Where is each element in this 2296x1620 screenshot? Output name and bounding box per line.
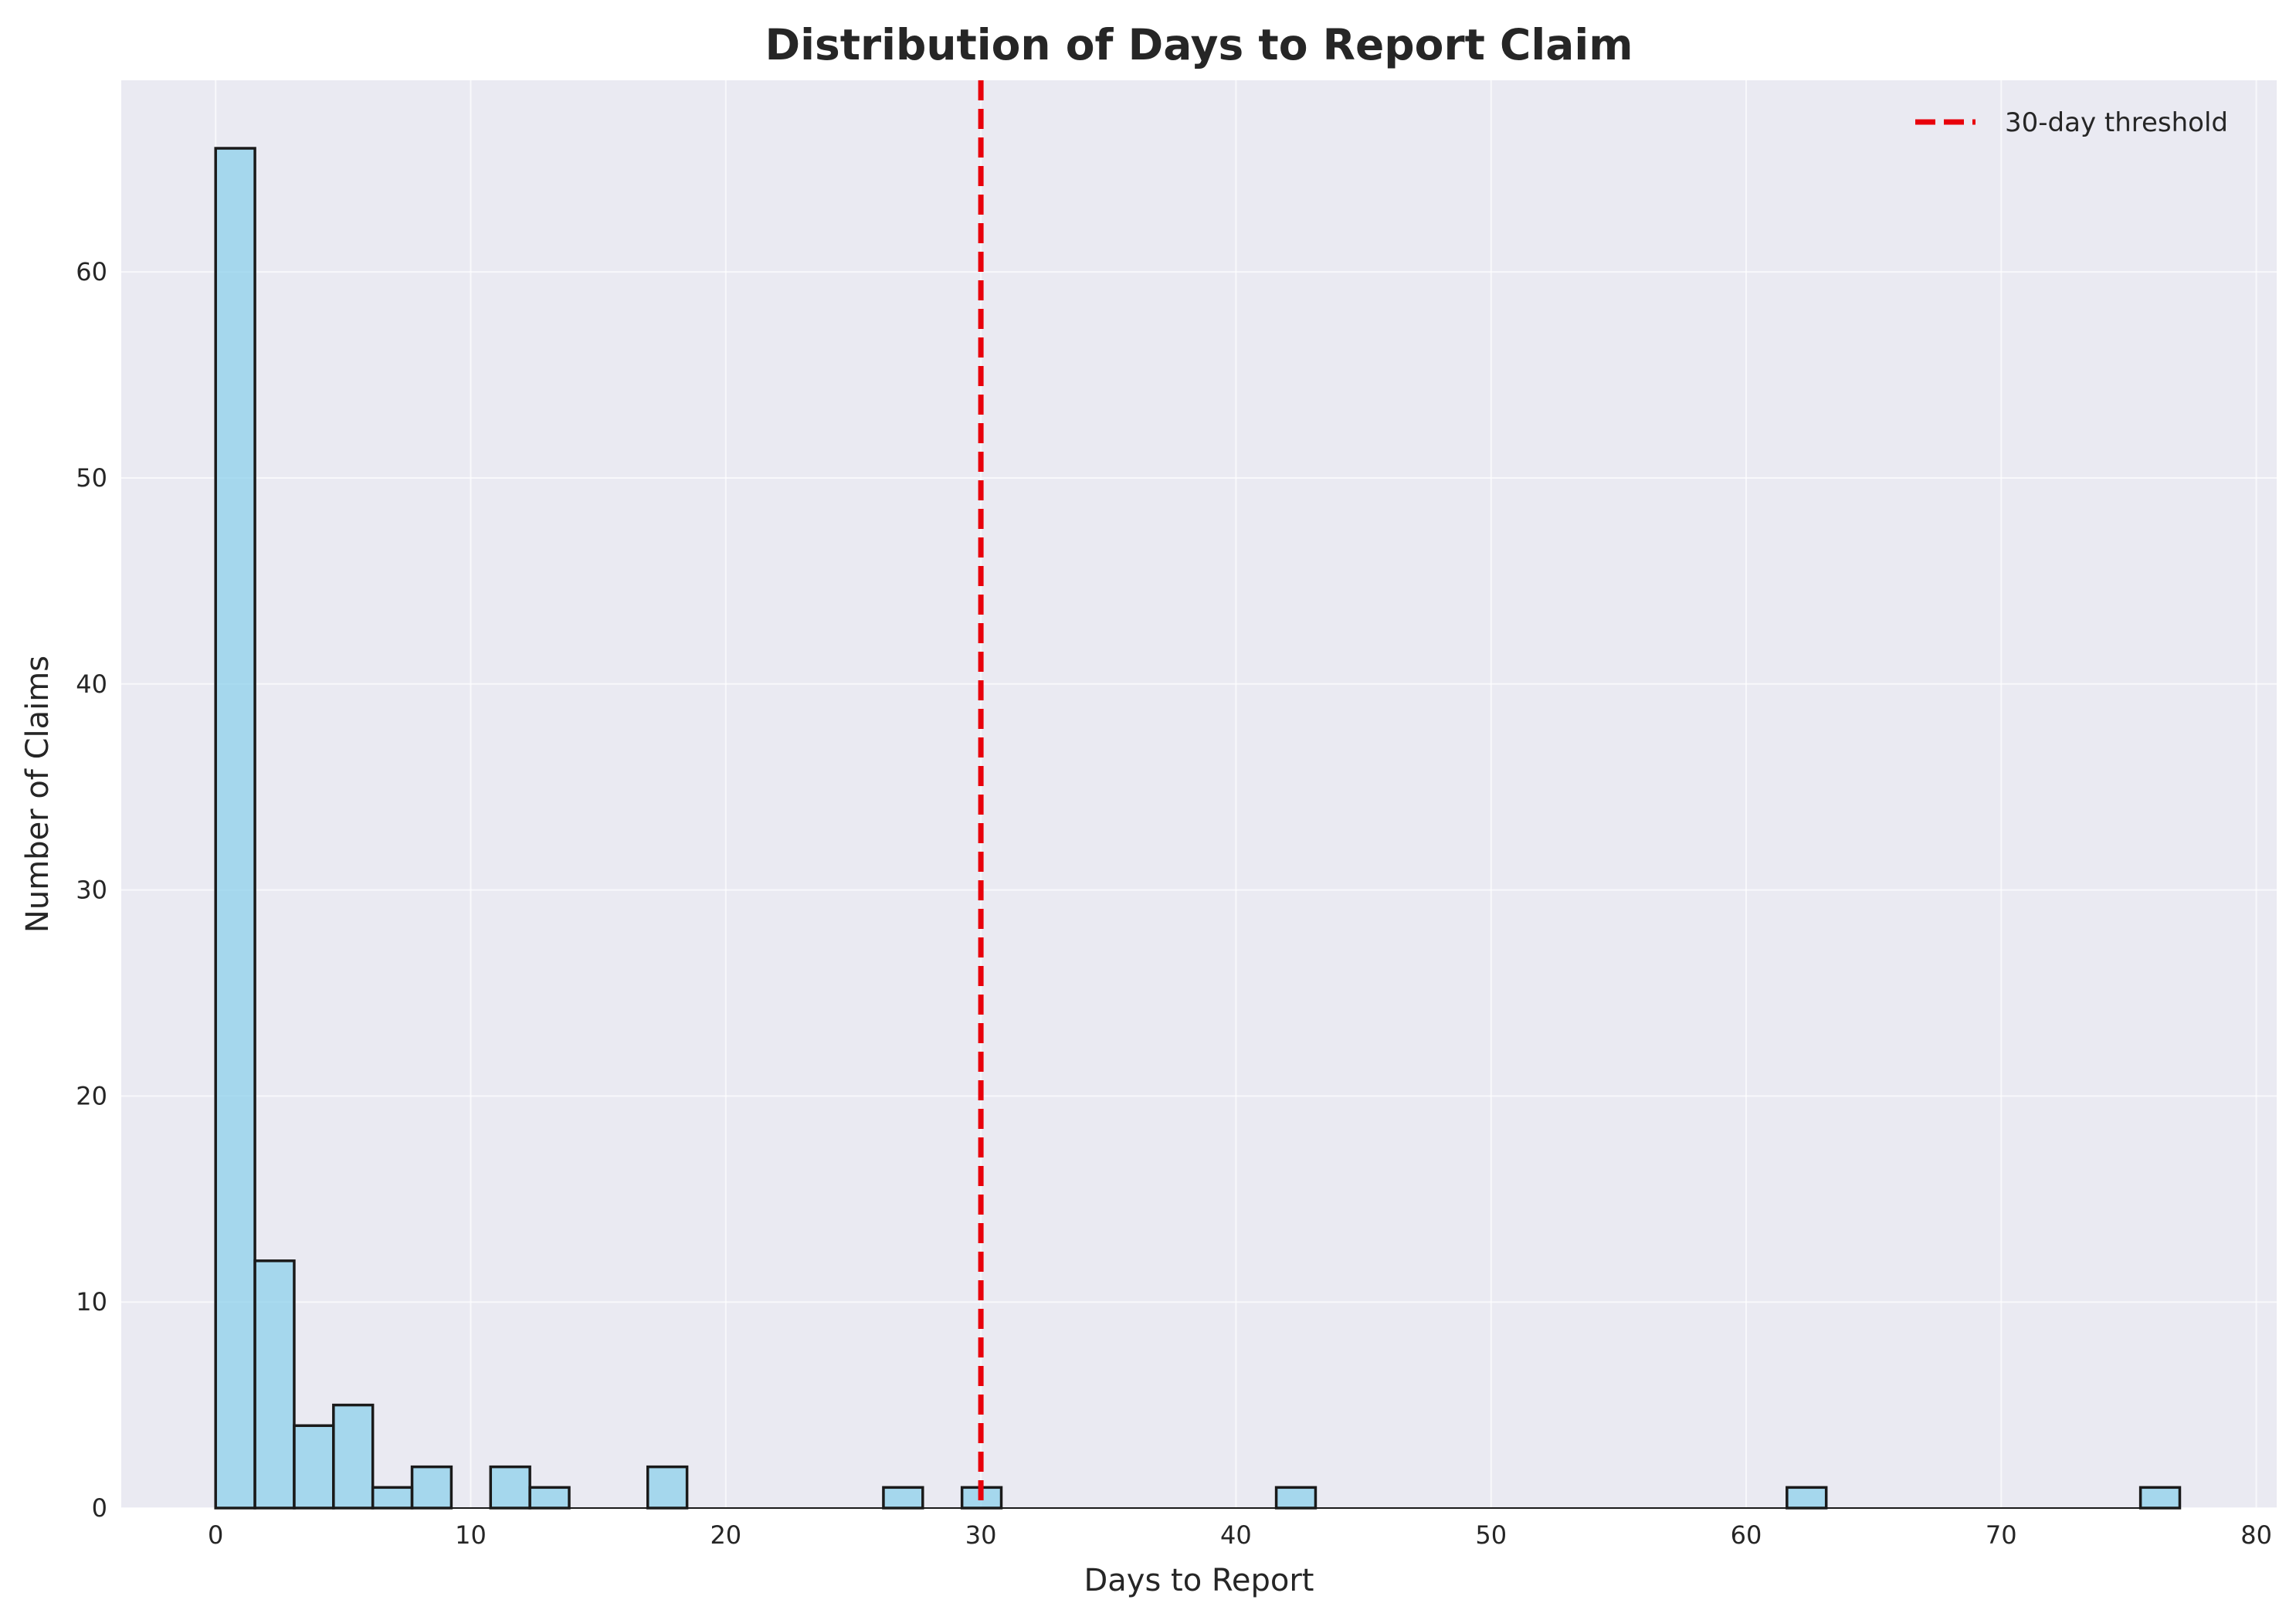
x-tick-label: 10 [455, 1520, 487, 1550]
y-axis-ticks: 0 10 20 30 40 50 60 [76, 257, 107, 1523]
histogram-bar [489, 1465, 531, 1510]
histogram-bar [214, 147, 256, 1510]
histogram-bar [646, 1465, 689, 1510]
x-tick-label: 40 [1220, 1520, 1252, 1550]
x-tick-label: 50 [1475, 1520, 1507, 1550]
x-tick-label: 30 [965, 1520, 997, 1550]
y-tick-label: 10 [76, 1287, 107, 1317]
histogram-bars [214, 147, 2182, 1510]
legend-label: 30-day threshold [2005, 107, 2228, 138]
x-tick-label: 80 [2240, 1520, 2272, 1550]
histogram-bar [1274, 1486, 1318, 1510]
x-tick-label: 20 [710, 1520, 741, 1550]
x-tick-label: 60 [1731, 1520, 1762, 1550]
y-tick-label: 0 [92, 1493, 107, 1523]
histogram-bar [882, 1486, 924, 1510]
legend: 30-day threshold [1915, 107, 2228, 138]
y-tick-label: 40 [76, 669, 107, 699]
y-axis-title: Number of Claims [20, 656, 56, 933]
histogram-bar [332, 1403, 375, 1510]
histogram-bar [253, 1259, 296, 1510]
histogram-bar [1786, 1486, 1828, 1510]
x-tick-label: 0 [208, 1520, 223, 1550]
chart-title: Distribution of Days to Report Claim [765, 20, 1633, 69]
histogram-bar [371, 1486, 414, 1510]
y-tick-label: 30 [76, 876, 107, 905]
histogram-bar [528, 1486, 571, 1510]
plot-area [121, 80, 2277, 1508]
y-tick-label: 60 [76, 257, 107, 286]
x-tick-label: 70 [1986, 1520, 2017, 1550]
histogram-bar [2138, 1486, 2182, 1510]
x-axis-ticks: 0 10 20 30 40 50 60 70 80 [208, 1520, 2272, 1550]
grid-lines [121, 80, 2277, 1509]
x-axis-title: Days to Report [1084, 1563, 1314, 1598]
histogram-bar [410, 1465, 453, 1510]
histogram-bar [293, 1424, 335, 1510]
y-tick-label: 20 [76, 1081, 107, 1110]
y-tick-label: 50 [76, 463, 107, 493]
